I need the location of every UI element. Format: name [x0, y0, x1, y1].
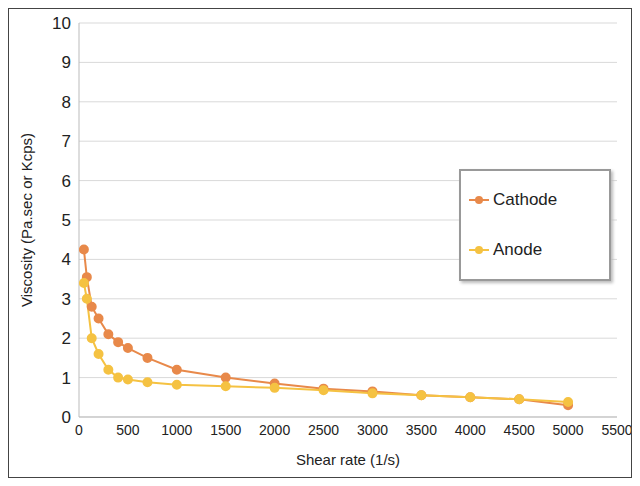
- svg-text:7: 7: [62, 132, 71, 151]
- svg-text:2: 2: [62, 329, 71, 348]
- svg-text:1000: 1000: [161, 422, 192, 438]
- svg-text:1500: 1500: [210, 422, 241, 438]
- svg-text:3: 3: [62, 290, 71, 309]
- svg-text:0: 0: [62, 408, 71, 427]
- svg-text:2000: 2000: [259, 422, 290, 438]
- svg-text:500: 500: [116, 422, 140, 438]
- svg-text:Shear rate (1/s): Shear rate (1/s): [296, 451, 400, 468]
- svg-text:5: 5: [62, 211, 71, 230]
- svg-text:4: 4: [62, 250, 71, 269]
- svg-text:10: 10: [52, 14, 71, 33]
- svg-text:8: 8: [62, 93, 71, 112]
- svg-text:2500: 2500: [308, 422, 339, 438]
- svg-text:4500: 4500: [504, 422, 535, 438]
- svg-text:3000: 3000: [357, 422, 388, 438]
- svg-text:6: 6: [62, 172, 71, 191]
- html-text:Anode: Anode: [493, 240, 543, 259]
- svg-text:9: 9: [62, 53, 71, 72]
- svg-text:4000: 4000: [455, 422, 486, 438]
- svg-text:0: 0: [75, 422, 83, 438]
- svg-text:5000: 5000: [553, 422, 584, 438]
- html-text:Cathode: Cathode: [493, 190, 558, 209]
- svg-text:5500: 5500: [601, 422, 631, 438]
- svg-text:1: 1: [62, 369, 71, 388]
- svg-text:Viscosity (Pa.sec or Kcps): Viscosity (Pa.sec or Kcps): [18, 133, 35, 307]
- svg-text:3500: 3500: [406, 422, 437, 438]
